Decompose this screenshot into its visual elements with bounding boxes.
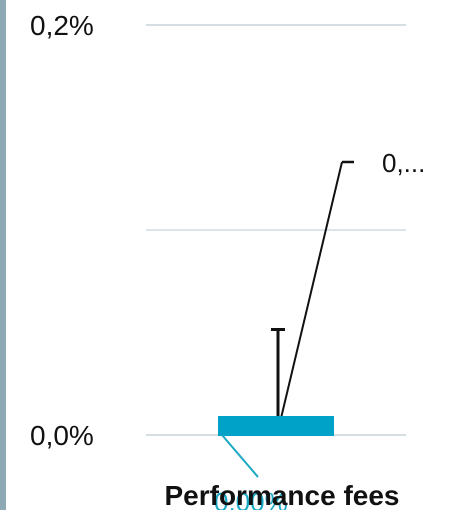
inner-leader-line — [221, 434, 259, 478]
left-edge-bar — [0, 0, 6, 510]
y-tick-label-zero: 0,0% — [30, 420, 94, 451]
bar-secondary-value-label: 0,... — [382, 148, 425, 178]
category-label-performance-fees: Performance fees — [164, 480, 399, 510]
outer-leader-line — [276, 161, 343, 436]
y-tick-label-top: 0,2% — [30, 10, 94, 41]
gridlines — [146, 24, 406, 436]
y-axis-ticks: 0,2% 0,0% — [30, 10, 94, 451]
bar-value-label: 0,00% — [214, 487, 288, 510]
bar-performance-fees — [218, 416, 334, 436]
